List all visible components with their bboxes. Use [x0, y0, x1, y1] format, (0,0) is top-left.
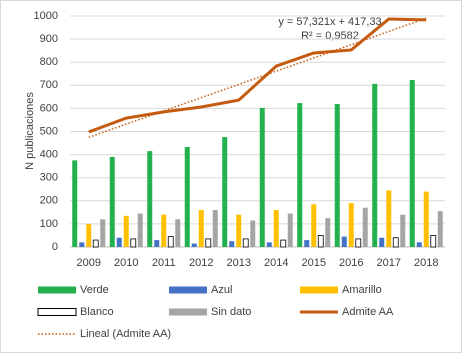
bar: [191, 243, 197, 247]
bar: [123, 215, 129, 247]
x-tick-label: 2016: [339, 257, 363, 269]
bar: [130, 238, 137, 248]
bar: [72, 160, 78, 247]
x-tick-label: 2009: [77, 257, 101, 269]
line: [88, 17, 427, 134]
legend-swatch: [38, 286, 76, 294]
y-tick-label: 400: [40, 149, 58, 161]
bar: [175, 219, 181, 247]
bar: [287, 213, 293, 247]
bar: [147, 151, 153, 247]
y-tick-label: 800: [40, 56, 58, 68]
bar: [280, 239, 287, 248]
legend-swatch: [169, 286, 207, 294]
bar: [100, 219, 106, 247]
legend-label: Verde: [80, 284, 109, 296]
y-tick-label: 200: [40, 195, 58, 207]
y-tick-label: 300: [40, 172, 58, 184]
bar: [334, 104, 340, 247]
legend-label: Lineal (Admite AA): [80, 328, 171, 340]
x-tick-label: 2017: [377, 257, 401, 269]
x-tick-label: 2018: [414, 257, 438, 269]
bar: [372, 83, 378, 247]
bar: [317, 235, 324, 248]
y-tick-label: 600: [40, 102, 58, 114]
bar: [212, 210, 218, 247]
bar: [416, 242, 422, 247]
y-tick-label: 500: [40, 125, 58, 137]
trend-line: [88, 17, 427, 139]
bar: [137, 213, 143, 247]
bar: [273, 210, 279, 247]
bar: [92, 239, 99, 248]
legend-label: Amarillo: [342, 284, 382, 296]
legend-label: Azul: [211, 284, 232, 296]
legend-label: Blanco: [80, 306, 114, 318]
bar: [229, 241, 235, 247]
bar: [348, 203, 354, 247]
bar: [297, 103, 303, 247]
legend-swatch: [37, 308, 77, 316]
bar: [198, 210, 204, 247]
bar: [430, 235, 437, 248]
x-tick-label: 2015: [302, 257, 326, 269]
legend-swatch: [169, 308, 207, 316]
bar: [379, 237, 385, 247]
bar: [259, 107, 265, 247]
y-tick-label: 0: [52, 241, 58, 253]
x-tick-label: 2013: [227, 257, 251, 269]
bar: [222, 137, 228, 247]
bar: [423, 191, 429, 247]
bar: [161, 214, 167, 247]
y-tick-label: 100: [40, 218, 58, 230]
x-tick-label: 2010: [114, 257, 138, 269]
bar: [154, 240, 160, 247]
y-tick-label: 1000: [34, 10, 58, 22]
bar: [392, 237, 399, 248]
bar: [242, 238, 249, 248]
bar: [409, 79, 415, 247]
x-tick-label: 2012: [189, 257, 213, 269]
bar: [304, 240, 310, 247]
x-tick-label: 2011: [152, 257, 176, 269]
bar: [437, 211, 443, 247]
bar: [236, 214, 242, 247]
bar: [400, 214, 406, 247]
trend-r2: R² = 0,9582: [301, 30, 359, 42]
bar: [311, 204, 317, 247]
trend-equation: y = 57,321x + 417,33: [278, 16, 381, 28]
bar: [341, 236, 347, 247]
bar: [116, 237, 122, 247]
bar: [362, 207, 368, 247]
y-tick-label: 700: [40, 79, 58, 91]
bar: [79, 242, 85, 247]
bar: [109, 156, 115, 247]
bar: [86, 223, 92, 247]
bar: [266, 242, 272, 247]
legend-swatch: [300, 286, 338, 294]
y-axis-label: N publicaciones: [24, 92, 36, 170]
bar: [205, 238, 212, 248]
y-tick-label: 900: [40, 33, 58, 45]
bar: [386, 190, 392, 247]
x-tick-label: 2014: [264, 257, 288, 269]
bar: [167, 236, 174, 248]
legend-label: Admite AA: [342, 306, 394, 318]
legend-label: Sin dato: [211, 306, 251, 318]
bar: [184, 146, 190, 247]
bar: [355, 238, 362, 248]
bar: [325, 218, 331, 247]
bar: [250, 220, 256, 247]
